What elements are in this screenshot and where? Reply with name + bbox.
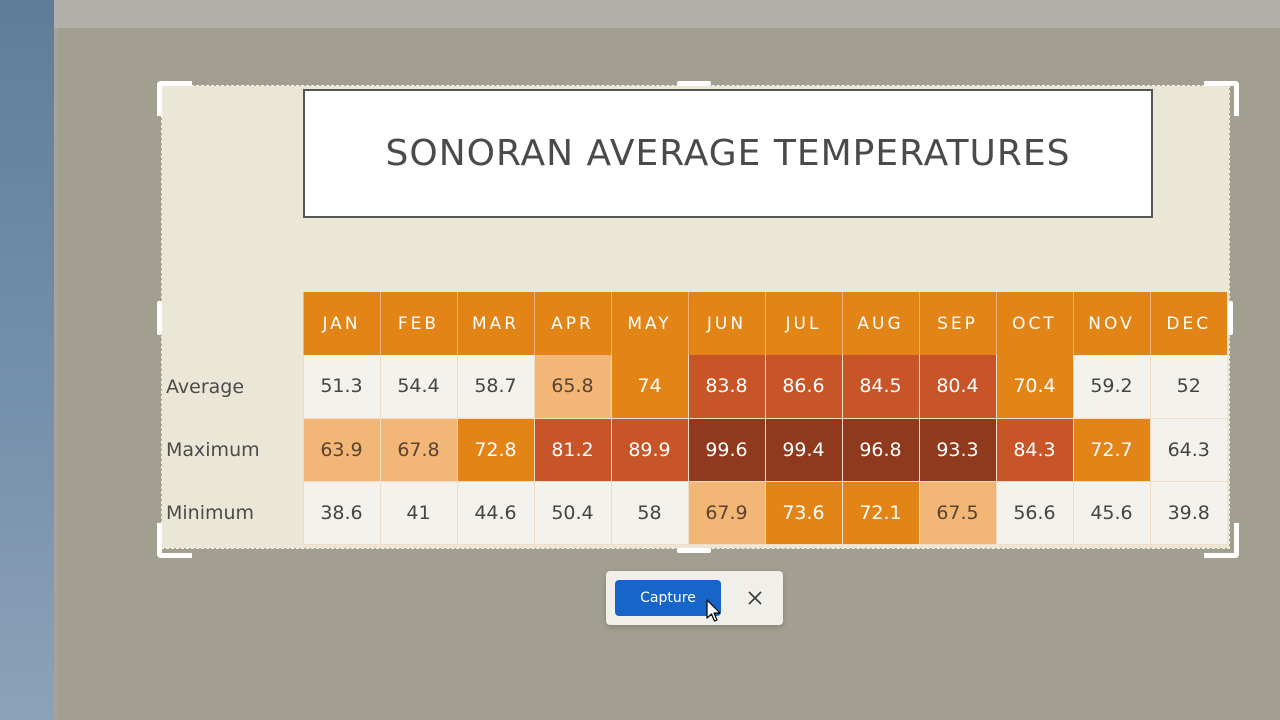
table-cell: 45.6 bbox=[1072, 481, 1150, 545]
month-header-sep: SEP bbox=[918, 292, 996, 355]
month-header-apr: APR bbox=[533, 292, 611, 355]
table-cell: 70.4 bbox=[995, 355, 1073, 419]
month-header-may: MAY bbox=[610, 292, 688, 355]
month-header-nov: NOV bbox=[1072, 292, 1150, 355]
table-body: Average 51.3 54.4 58.7 65.8 74 83.8 86.6 84.5 80.… bbox=[162, 355, 1227, 545]
table-cell: 84.3 bbox=[995, 418, 1073, 482]
table-cell: 50.4 bbox=[533, 481, 611, 545]
row-label: Maximum bbox=[166, 438, 260, 461]
capture-selection-region[interactable]: SONORAN AVERAGE TEMPERATURES JAN FEB MAR AP… bbox=[161, 85, 1230, 549]
mouse-cursor-icon bbox=[706, 599, 721, 622]
table-cell: 72.8 bbox=[456, 418, 534, 482]
table-cell: 83.8 bbox=[687, 355, 765, 419]
table-cell: 93.3 bbox=[918, 418, 996, 482]
resize-handle-left[interactable] bbox=[157, 301, 162, 335]
table-cell: 74 bbox=[610, 355, 688, 419]
resize-handle-bottom-right[interactable] bbox=[1204, 523, 1239, 558]
desktop-left-edge bbox=[0, 0, 54, 720]
month-header-jul: JUL bbox=[764, 292, 842, 355]
table-row: Minimum 38.6 41 44.6 50.4 58 67.9 73.6 72.1 67.5 5… bbox=[162, 481, 1227, 545]
month-header-dec: DEC bbox=[1149, 292, 1227, 355]
table-cell: 67.9 bbox=[687, 481, 765, 545]
table-cell: 67.8 bbox=[379, 418, 457, 482]
month-header-row: JAN FEB MAR APR MAY JUN JUL AUG SEP OCT NOV DEC bbox=[162, 292, 1227, 355]
table-cell: 67.5 bbox=[918, 481, 996, 545]
slide-title-box: SONORAN AVERAGE TEMPERATURES bbox=[303, 89, 1153, 218]
resize-handle-bottom[interactable] bbox=[677, 548, 711, 553]
row-label: Average bbox=[166, 375, 245, 398]
resize-handle-top[interactable] bbox=[677, 81, 711, 86]
table-cell: 64.3 bbox=[1149, 418, 1227, 482]
close-icon bbox=[748, 591, 762, 605]
resize-handle-top-right[interactable] bbox=[1204, 81, 1239, 116]
table-cell: 89.9 bbox=[610, 418, 688, 482]
table-cell: 86.6 bbox=[764, 355, 842, 419]
table-cell: 41 bbox=[379, 481, 457, 545]
month-header-oct: OCT bbox=[995, 292, 1073, 355]
slide-title: SONORAN AVERAGE TEMPERATURES bbox=[385, 133, 1071, 174]
table-cell: 81.2 bbox=[533, 418, 611, 482]
resize-handle-top-left[interactable] bbox=[157, 81, 192, 116]
month-header-mar: MAR bbox=[456, 292, 534, 355]
table-cell: 38.6 bbox=[302, 481, 380, 545]
table-cell: 56.6 bbox=[995, 481, 1073, 545]
resize-handle-bottom-left[interactable] bbox=[157, 523, 192, 558]
row-label: Minimum bbox=[166, 501, 255, 524]
close-button[interactable] bbox=[737, 580, 773, 616]
table-cell: 84.5 bbox=[841, 355, 919, 419]
temperature-table: JAN FEB MAR APR MAY JUN JUL AUG SEP OCT NOV DEC Ave… bbox=[162, 292, 1227, 545]
table-cell: 52 bbox=[1149, 355, 1227, 419]
month-header-feb: FEB bbox=[379, 292, 457, 355]
table-corner bbox=[162, 292, 303, 355]
table-cell: 44.6 bbox=[456, 481, 534, 545]
table-row: Average 51.3 54.4 58.7 65.8 74 83.8 86.6 84.5 80.… bbox=[162, 355, 1227, 419]
capture-toolbar: Capture bbox=[606, 571, 783, 625]
table-cell: 58.7 bbox=[456, 355, 534, 419]
table-cell: 96.8 bbox=[841, 418, 919, 482]
table-cell: 80.4 bbox=[918, 355, 996, 419]
table-cell: 99.4 bbox=[764, 418, 842, 482]
table-cell: 39.8 bbox=[1149, 481, 1227, 545]
capture-button[interactable]: Capture bbox=[615, 580, 721, 616]
month-header-jan: JAN bbox=[302, 292, 380, 355]
table-row: Maximum 63.9 67.8 72.8 81.2 89.9 99.6 99.4 96.8 9… bbox=[162, 418, 1227, 482]
table-cell: 65.8 bbox=[533, 355, 611, 419]
resize-handle-right[interactable] bbox=[1228, 301, 1233, 335]
table-cell: 72.1 bbox=[841, 481, 919, 545]
table-cell: 72.7 bbox=[1072, 418, 1150, 482]
table-cell: 54.4 bbox=[379, 355, 457, 419]
window-top-edge bbox=[54, 0, 1280, 28]
month-header-aug: AUG bbox=[841, 292, 919, 355]
table-cell: 51.3 bbox=[302, 355, 380, 419]
month-header-jun: JUN bbox=[687, 292, 765, 355]
table-cell: 58 bbox=[610, 481, 688, 545]
table-cell: 59.2 bbox=[1072, 355, 1150, 419]
table-cell: 63.9 bbox=[302, 418, 380, 482]
table-cell: 99.6 bbox=[687, 418, 765, 482]
table-cell: 73.6 bbox=[764, 481, 842, 545]
